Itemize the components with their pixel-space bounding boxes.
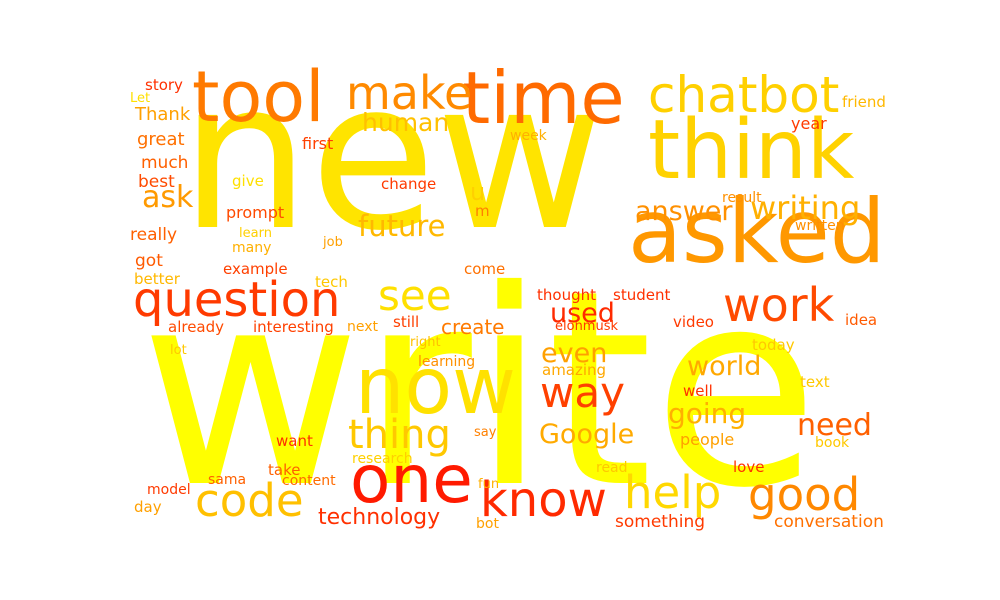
word-google: Google [539,419,635,450]
word-student: student [613,286,671,304]
word-written: written [795,218,845,234]
word-make: make [346,66,473,120]
word-sama: sama [208,472,247,488]
word-think: think [648,103,855,198]
word-interesting: interesting [253,318,334,336]
word-many: many [232,240,272,256]
word-already: already [168,318,225,336]
word-much: much [141,153,189,173]
word-now: now [355,342,516,432]
word-got: got [135,251,163,271]
word-technology: technology [318,505,441,530]
word-best: best [138,172,175,192]
word-amazing: amazing [542,361,607,379]
word-m: m [475,202,490,220]
word-need: need [797,408,872,443]
word-really: really [130,225,177,245]
word-thing: thing [348,412,451,458]
word-tech: tech [315,273,348,291]
word-great: great [137,129,185,150]
word-story: story [145,76,183,94]
word-lot: lot [170,343,187,358]
word-create: create [441,315,505,339]
word-love: love [733,458,765,476]
word-future: future [358,209,446,243]
word-still: still [393,313,420,331]
word-come: come [464,260,506,278]
word-day: day [134,498,162,516]
word-book: book [815,435,850,451]
word-time: time [462,56,625,140]
word-work: work [723,278,835,332]
word-prompt: prompt [226,203,285,222]
word-way: way [540,368,625,417]
word-friend: friend [842,93,886,111]
word-help: help [624,466,722,519]
word-read: read [596,460,628,476]
word-fun: fun [478,477,500,492]
word-job: job [323,235,343,250]
word-first: first [302,134,334,153]
word-conversation: conversation [774,512,884,532]
word-new: new [180,38,604,276]
word-learning: learning [418,354,476,370]
word-say: say [474,425,497,440]
word-thought: thought [537,286,596,304]
word-give: give [232,172,264,190]
word-model: model [147,482,191,498]
word-video: video [673,313,714,331]
word-year: year [791,114,827,133]
word-going: going [668,397,747,430]
word-change: change [381,175,437,193]
word-answer: answer [635,196,733,227]
word-code: code [195,474,304,527]
word-right: right [410,335,441,350]
word-week: week [510,128,547,144]
word-see: see [378,271,452,320]
word-next: next [347,319,379,335]
word-question: question [133,272,341,328]
word-used: used [550,298,615,329]
word-text: text [800,373,830,391]
word-content: content [282,473,336,489]
word-thank: Thank [135,104,191,125]
word-chatbot: chatbot [648,66,840,124]
word-elonmusk: elonmusk [555,319,619,334]
word-ask: ask [142,180,194,215]
word-tool: tool [192,56,325,138]
word-well: well [683,382,713,400]
word-today: today [752,336,795,354]
word-write: write [140,232,819,547]
word-bot: bot [476,516,499,532]
word-idea: idea [845,311,878,329]
word-take: take [268,461,301,479]
word-good: good [748,468,861,521]
word-example: example [223,260,288,278]
word-better: better [134,270,180,288]
word-let: Let [130,91,151,106]
word-result: result [722,190,762,206]
word-even: even [541,338,608,369]
word-world: world [687,351,762,382]
word-u: u [470,178,486,206]
word-asked: asked [628,180,886,283]
word-one: one [350,441,473,518]
word-writing: writing [750,189,861,227]
word-people: people [680,430,735,449]
word-human: human [362,108,450,137]
word-learn: learn [239,226,272,241]
word-research: research [352,451,413,467]
word-know: know [480,472,607,528]
word-something: something [615,512,706,532]
word-want: want [276,432,313,450]
